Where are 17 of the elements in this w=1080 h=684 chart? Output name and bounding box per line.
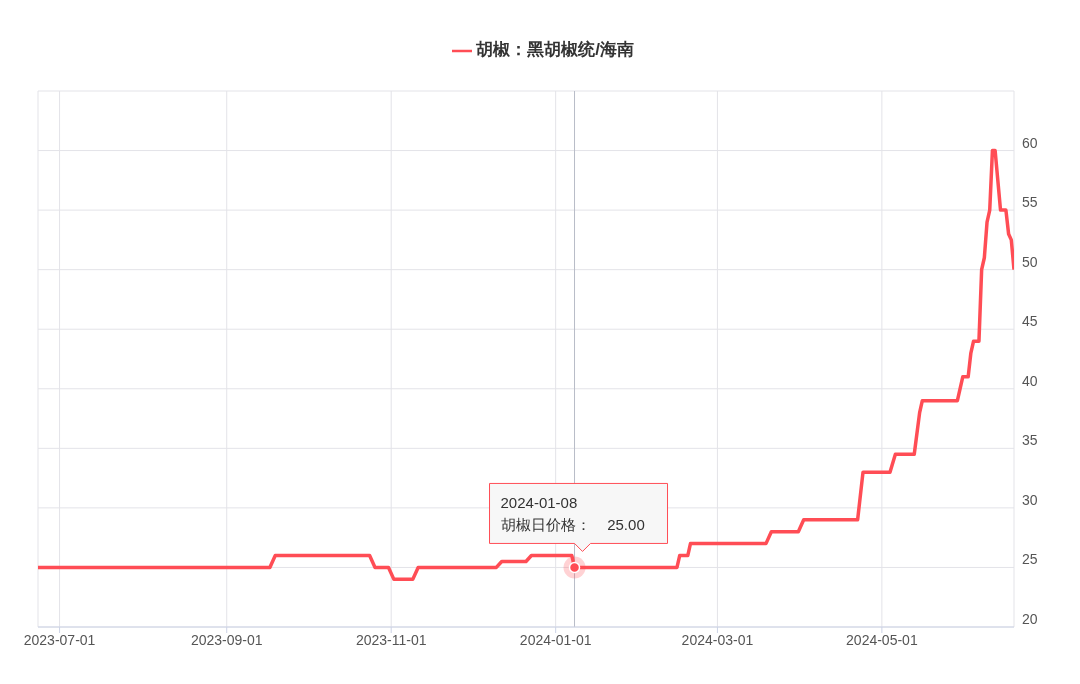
x-tick-label: 2024-05-01 [846,631,918,648]
y-tick-label: 25 [1022,551,1038,568]
x-tick-label: 2024-01-01 [519,631,592,648]
y-tick-label: 50 [1022,253,1038,270]
y-tick-label: 60 [1022,134,1038,151]
y-tick-label: 55 [1022,194,1038,211]
x-tick-label: 2023-07-01 [23,631,96,648]
y-tick-label: 30 [1022,491,1038,508]
y-tick-label: 35 [1022,432,1038,449]
x-tick-label: 2023-09-01 [190,631,263,648]
legend-label: 胡椒：黑胡椒统/海南 [476,40,634,59]
x-tick-label: 2024-03-01 [681,631,754,648]
x-tick-label: 2023-11-01 [355,631,427,648]
y-tick-label: 40 [1022,372,1038,389]
annotation: 2024-01-08 胡椒日价格： 25.00 [500,494,645,534]
y-tick-label: 20 [1022,610,1038,627]
y-tick-label: 45 [1022,313,1038,330]
